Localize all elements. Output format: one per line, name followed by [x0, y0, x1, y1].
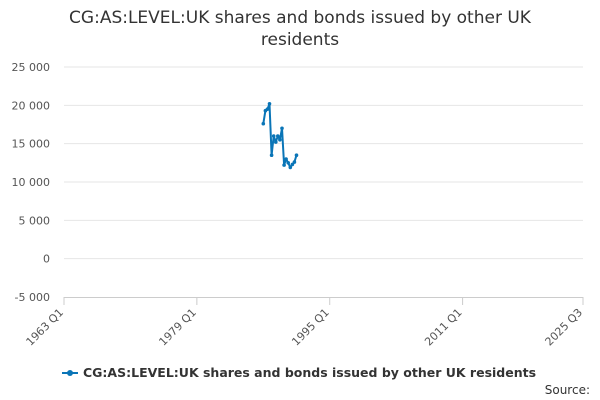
x-axis: [63, 297, 584, 305]
x-tick-label: 1995 Q1: [289, 306, 332, 349]
y-tick-label: -5 000: [15, 291, 50, 304]
y-tick-label: 25 000: [12, 61, 51, 74]
data-point: [286, 161, 291, 165]
data-point: [269, 153, 274, 157]
series-group: [261, 102, 299, 170]
x-tick-label: 2025 Q3: [543, 306, 586, 349]
x-axis-tick-labels: 1963 Q1 1979 Q1 1995 Q1 2011 Q1 2025 Q3: [24, 306, 586, 349]
series-line: [262, 102, 298, 169]
data-point: [274, 140, 278, 144]
x-tick-label: 2011 Q1: [422, 306, 465, 349]
data-point: [267, 102, 272, 106]
data-point: [280, 126, 284, 131]
legend[interactable]: CG:AS:LEVEL:UK shares and bonds issued b…: [62, 365, 536, 380]
data-point: [292, 160, 297, 164]
data-point: [282, 163, 286, 167]
legend-label: CG:AS:LEVEL:UK shares and bonds issued b…: [83, 365, 537, 380]
y-tick-label: 5 000: [19, 214, 51, 227]
chart-title: CG:AS:LEVEL:UK shares and bonds issued b…: [69, 8, 531, 50]
data-point: [271, 134, 276, 138]
source-label: Source:: [544, 383, 590, 397]
x-tick-label: 1963 Q1: [24, 306, 67, 349]
y-axis-tick-labels: 25 000 20 000 15 000 10 000 5 000 0 -5 000: [12, 61, 51, 304]
data-point: [278, 138, 282, 142]
y-tick-label: 20 000: [12, 99, 51, 112]
data-point: [294, 153, 299, 157]
y-tick-label: 0: [43, 253, 50, 266]
data-point: [261, 121, 266, 126]
data-point: [276, 134, 280, 138]
legend-swatch: [62, 367, 78, 379]
data-point: [288, 165, 293, 170]
data-point: [284, 157, 288, 161]
gridlines: [64, 66, 583, 260]
data-point: [265, 107, 270, 111]
x-tick-label: 1979 Q1: [156, 306, 199, 349]
y-tick-label: 10 000: [12, 176, 51, 189]
y-tick-label: 15 000: [12, 138, 51, 151]
